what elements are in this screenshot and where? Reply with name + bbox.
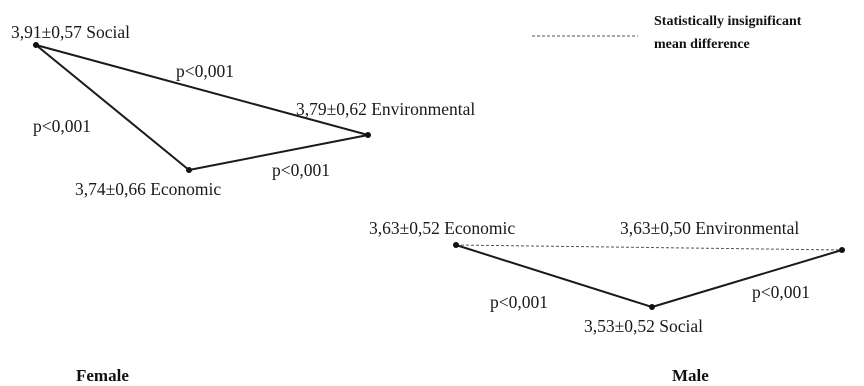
legend: Statistically insignificant mean differe… [532, 14, 802, 52]
male-node-environmental [839, 247, 845, 253]
male-pvalue-social-environmental: p<0,001 [752, 282, 810, 302]
female-edge-social-economic [35, 44, 190, 171]
female-edge-social-environmental [35, 44, 369, 136]
male-label-social: 3,53±0,52 Social [584, 316, 703, 336]
female-pvalue-social-economic: p<0,001 [33, 116, 91, 136]
male-group-label: Male [672, 366, 709, 385]
female-label-economic: 3,74±0,66 Economic [75, 179, 221, 199]
female-group-label: Female [76, 366, 129, 385]
male-node-economic [453, 242, 459, 248]
female-diagram: 3,91±0,57 Social 3,79±0,62 Environmental… [11, 22, 475, 385]
female-label-environmental: 3,79±0,62 Environmental [296, 99, 475, 119]
female-edge-economic-environmental [188, 134, 369, 171]
male-label-economic: 3,63±0,52 Economic [369, 218, 515, 238]
male-label-environmental: 3,63±0,50 Environmental [620, 218, 799, 238]
male-diagram: 3,63±0,52 Economic 3,63±0,50 Environment… [369, 218, 845, 385]
female-node-economic [186, 167, 192, 173]
male-edge-economic-social [455, 244, 653, 308]
female-pvalue-social-environmental: p<0,001 [176, 61, 234, 81]
female-node-social [33, 42, 39, 48]
female-label-social: 3,91±0,57 Social [11, 22, 130, 42]
male-edge-social-environmental [651, 249, 843, 308]
female-node-environmental [365, 132, 371, 138]
legend-line-2: mean difference [654, 37, 750, 52]
female-pvalue-economic-environmental: p<0,001 [272, 160, 330, 180]
male-node-social [649, 304, 655, 310]
legend-line-1: Statistically insignificant [654, 14, 802, 29]
male-pvalue-economic-social: p<0,001 [490, 292, 548, 312]
male-edge-economic-environmental-insignificant [455, 244, 843, 251]
